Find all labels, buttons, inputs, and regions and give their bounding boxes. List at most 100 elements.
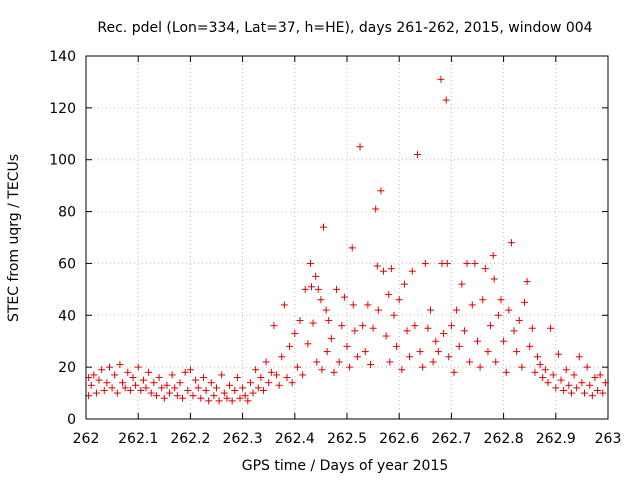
x-axis-title: GPS time / Days of year 2015 (242, 458, 449, 474)
data-point (293, 363, 301, 371)
data-point (119, 379, 127, 387)
data-point (523, 278, 531, 286)
data-point (134, 363, 142, 371)
data-point (265, 379, 273, 387)
data-point (275, 381, 283, 389)
data-point (432, 337, 440, 345)
data-point (327, 335, 335, 343)
data-point (471, 259, 479, 267)
data-point (92, 389, 100, 397)
data-point (377, 187, 385, 195)
data-point (575, 353, 583, 361)
data-point (318, 366, 326, 374)
data-point (460, 327, 468, 335)
data-point (113, 389, 121, 397)
data-point (184, 386, 192, 394)
data-point (299, 371, 307, 379)
data-point (393, 342, 401, 350)
data-point (199, 374, 207, 382)
chart-title: Rec. pdel (Lon=334, Lat=37, h=HE), days … (97, 20, 592, 36)
axis-ticks (85, 55, 609, 420)
data-point (126, 386, 134, 394)
data-point (560, 386, 568, 394)
data-point (108, 384, 116, 392)
data-point (283, 374, 291, 382)
data-point (139, 376, 147, 384)
data-point (349, 301, 357, 309)
data-point (322, 306, 330, 314)
data-point (207, 379, 215, 387)
data-point (489, 252, 497, 260)
data-point (570, 371, 578, 379)
data-point (312, 272, 320, 280)
x-tick-label: 262.1 (118, 431, 158, 447)
data-point (356, 143, 364, 151)
data-point (528, 324, 536, 332)
data-point (244, 397, 252, 405)
data-point (121, 384, 129, 392)
data-point (194, 384, 202, 392)
data-point (90, 371, 98, 379)
data-point (554, 350, 562, 358)
data-point (249, 389, 257, 397)
data-point (484, 348, 492, 356)
data-point (343, 342, 351, 350)
data-point (270, 322, 278, 330)
data-point (168, 371, 176, 379)
data-point (223, 394, 231, 402)
data-point (403, 327, 411, 335)
data-point (534, 353, 542, 361)
data-point (562, 366, 570, 374)
x-tick-labels: 262 262.1 262.2 262.3 262.4 262.5 262.6 262.7 26… (73, 431, 622, 447)
y-tick-label: 20 (58, 360, 76, 376)
data-point (171, 384, 179, 392)
data-point (413, 151, 421, 159)
data-point (520, 298, 528, 306)
data-point (236, 394, 244, 402)
data-point (226, 381, 234, 389)
data-point (500, 337, 508, 345)
data-point (406, 353, 414, 361)
data-point (466, 358, 474, 366)
x-tick-label: 262.4 (275, 431, 315, 447)
data-point (301, 285, 309, 293)
data-point (513, 348, 521, 356)
y-tick-label: 140 (49, 49, 76, 65)
data-point (278, 353, 286, 361)
data-point (387, 265, 395, 273)
data-point (419, 363, 427, 371)
data-point (228, 397, 236, 405)
data-point (142, 384, 150, 392)
data-point (599, 389, 607, 397)
data-point (487, 322, 495, 330)
data-point (443, 259, 451, 267)
data-point (330, 368, 338, 376)
data-point (531, 368, 539, 376)
data-point (87, 381, 95, 389)
data-point (369, 324, 377, 332)
data-point (304, 340, 312, 348)
data-point (421, 259, 429, 267)
data-point (160, 394, 168, 402)
data-point (338, 322, 346, 330)
data-point (210, 392, 218, 400)
data-point (557, 376, 565, 384)
data-point (98, 366, 106, 374)
data-point (359, 322, 367, 330)
data-point (296, 316, 304, 324)
data-point (492, 358, 500, 366)
data-point (179, 394, 187, 402)
data-point (552, 384, 560, 392)
data-point (259, 386, 267, 394)
data-point (596, 371, 604, 379)
data-point (273, 371, 281, 379)
data-point (340, 293, 348, 301)
data-point (505, 306, 513, 314)
data-point (124, 368, 132, 376)
y-tick-label: 0 (67, 412, 76, 428)
data-point (192, 376, 200, 384)
data-point (565, 381, 573, 389)
data-point (317, 296, 325, 304)
data-point (346, 363, 354, 371)
data-point (280, 301, 288, 309)
